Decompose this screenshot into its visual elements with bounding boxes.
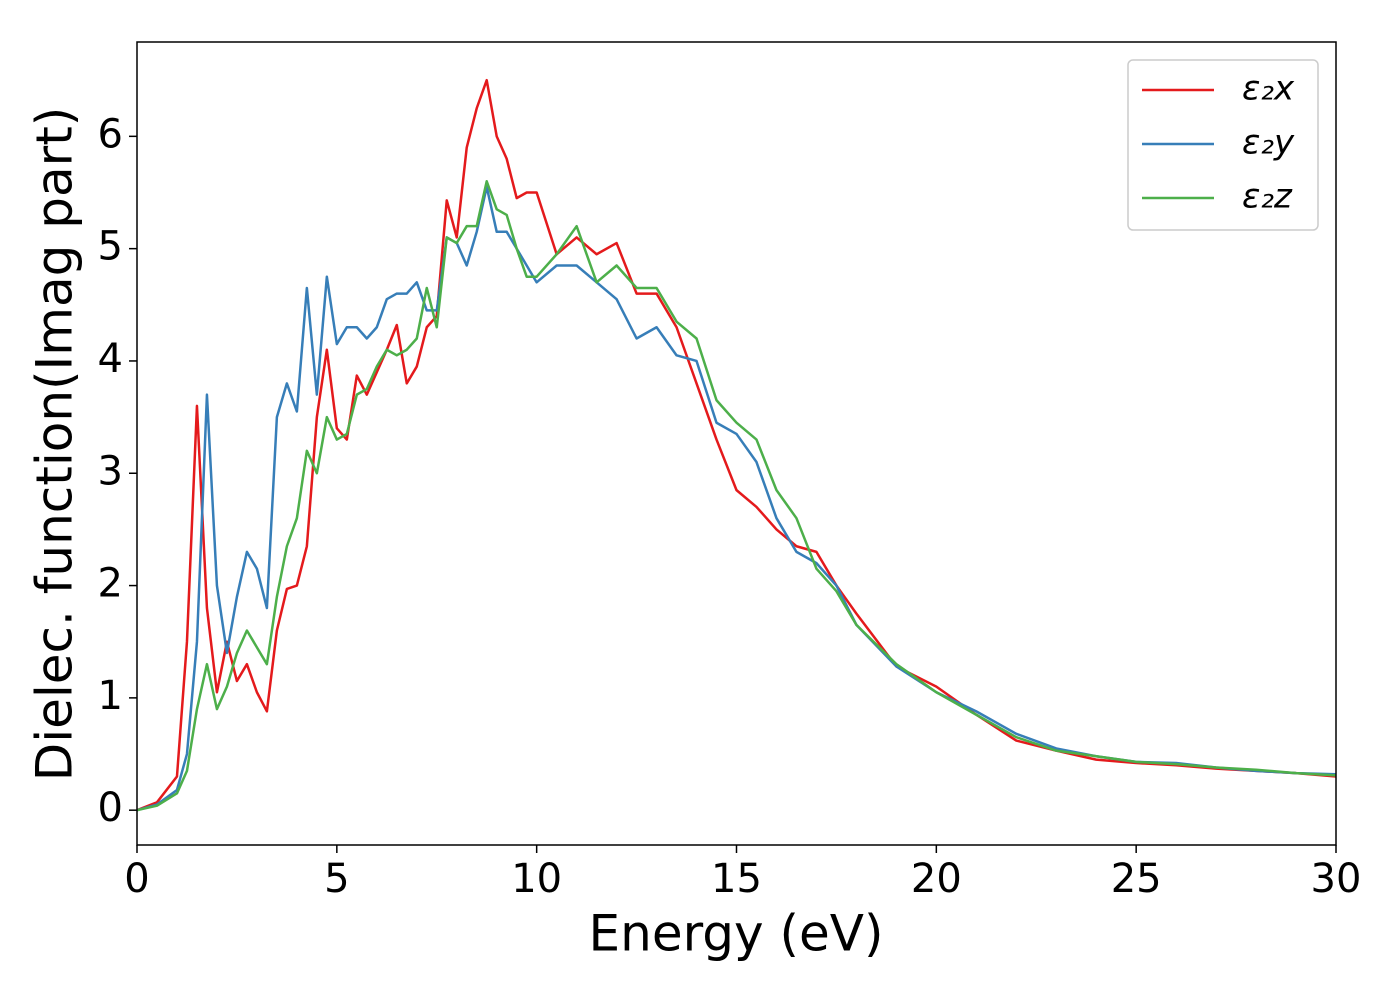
x-tick-label: 10 xyxy=(511,856,562,902)
plot-frame xyxy=(136,41,1337,846)
data-line xyxy=(136,180,1337,812)
legend-box xyxy=(1127,59,1319,231)
legend-label: ε₂y xyxy=(1242,123,1295,163)
legend-label: ε₂z xyxy=(1242,177,1293,217)
x-tick-label: 0 xyxy=(124,856,149,902)
data-line xyxy=(136,185,1337,812)
y-tick-label: 2 xyxy=(98,561,123,607)
x-axis-label: Energy (eV) xyxy=(589,905,884,963)
y-tick-label: 0 xyxy=(98,785,123,831)
y-axis-label: Dielec. function(Imag part) xyxy=(26,107,84,782)
y-tick-label: 4 xyxy=(98,336,123,382)
y-tick-label: 5 xyxy=(98,224,123,270)
x-tick-label: 5 xyxy=(324,856,349,902)
x-tick-label: 25 xyxy=(1111,856,1162,902)
x-tick-label: 30 xyxy=(1311,856,1362,902)
y-tick-label: 6 xyxy=(98,111,123,157)
x-tick-label: 20 xyxy=(911,856,962,902)
x-tick-label: 15 xyxy=(711,856,762,902)
legend-label: ε₂x xyxy=(1242,69,1295,109)
y-tick-label: 1 xyxy=(98,673,123,719)
y-tick-label: 3 xyxy=(98,448,123,494)
